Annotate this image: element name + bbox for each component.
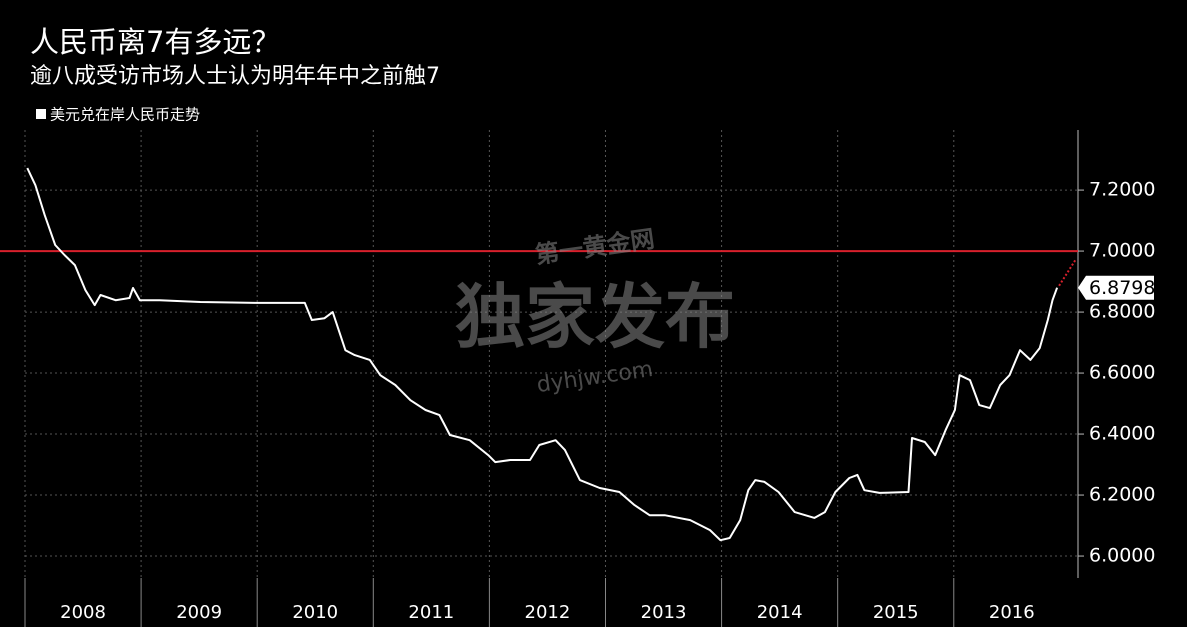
y-tick-label: 7.2000 — [1089, 179, 1155, 201]
x-tick-label: 2016 — [989, 602, 1035, 623]
y-tick-label: 6.6000 — [1089, 362, 1155, 384]
x-tick-label: 2010 — [292, 602, 338, 623]
y-tick-label: 6.4000 — [1089, 423, 1155, 445]
x-tick-label: 2013 — [641, 602, 687, 623]
chart-title: 人民币离7有多远？ — [30, 25, 280, 59]
x-tick-label: 2012 — [525, 602, 571, 623]
last-value-box — [1078, 275, 1154, 300]
line-series — [26, 167, 1059, 542]
x-tick-label: 2009 — [176, 602, 222, 623]
last-value-label: 6.8798 — [1089, 277, 1155, 299]
pointer-arrow — [1058, 258, 1077, 287]
y-tick-label: 6.8000 — [1089, 301, 1155, 323]
y-tick-label: 7.0000 — [1089, 240, 1155, 262]
y-tick-label: 6.0000 — [1089, 545, 1155, 567]
x-tick-label: 2011 — [408, 602, 454, 623]
x-tick-label: 2015 — [873, 602, 919, 623]
chart-subtitle: 逾八成受访市场人士认为明年年中之前触7 — [30, 64, 440, 89]
x-tick-label: 2014 — [757, 602, 803, 623]
x-tick-label: 2008 — [60, 602, 106, 623]
legend-swatch — [36, 109, 46, 119]
y-tick-label: 6.2000 — [1089, 484, 1155, 506]
legend-label: 美元兑在岸人民币走势 — [50, 106, 200, 124]
watermark-text: 独家发布 — [455, 276, 735, 358]
